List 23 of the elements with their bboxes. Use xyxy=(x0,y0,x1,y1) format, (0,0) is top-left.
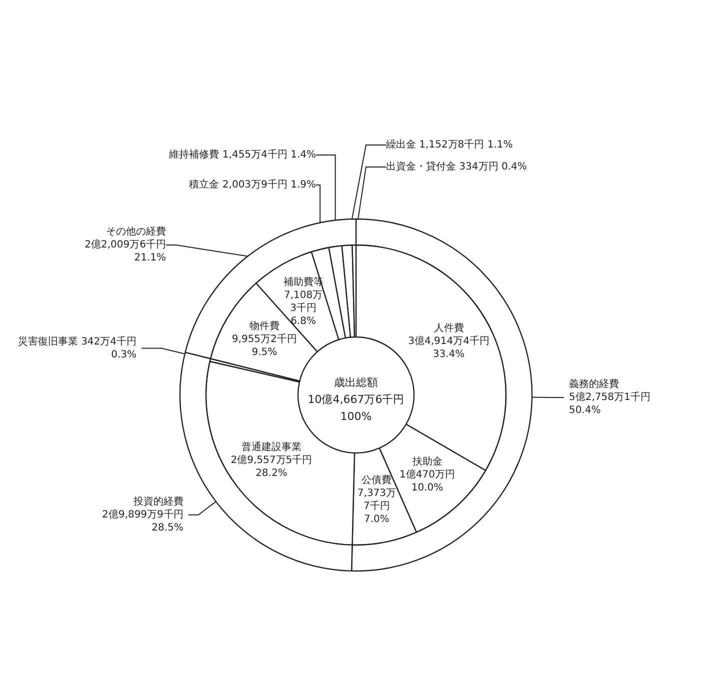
slice-label: 出資金・貸付金 334万円 0.4% xyxy=(386,160,527,172)
data-label: 7,108万 3千円 6.8% xyxy=(284,290,323,327)
slice-label: 義務的経費 xyxy=(568,378,619,390)
data-label: 9,955万2千円 9.5% xyxy=(232,333,297,358)
data-label: 2億2,009万6千円 21.1% xyxy=(84,238,166,264)
slice-label: 維持補修費 1,455万4千円 1.4% xyxy=(168,148,316,160)
slice-label: 公債費 xyxy=(362,474,392,486)
data-label: 7,373万 7千円 7.0% xyxy=(357,488,396,525)
slice-label: 物件費 xyxy=(249,320,280,332)
slice-label: 人件費 xyxy=(434,322,464,334)
slice-label: 繰出金 1,152万8千円 1.1% xyxy=(385,138,513,150)
data-label: 2億9,899万9千円 28.5% xyxy=(102,508,184,534)
slice-label: 災害復旧事業 342万4千円 0.3% xyxy=(18,335,137,360)
slice-label: 積立金 2,003万9千円 1.9% xyxy=(189,178,316,190)
slice-label: 普通建設事業 xyxy=(241,441,302,454)
data-label: 1億470万円 10.0% xyxy=(400,468,455,494)
data-label: 5億2,758万1千円 50.4% xyxy=(568,390,650,416)
data-label: 3億4,914万4千円 33.4% xyxy=(408,335,490,360)
slice-label: 投資的経費 xyxy=(132,495,184,508)
slice-label: その他の経費 xyxy=(106,226,166,238)
data-label: 2億9,557万5千円 28.2% xyxy=(230,454,312,480)
text: 歳出総額 10億4,667万6千円 100% xyxy=(308,376,404,423)
slice-label: 扶助金 xyxy=(411,455,442,468)
